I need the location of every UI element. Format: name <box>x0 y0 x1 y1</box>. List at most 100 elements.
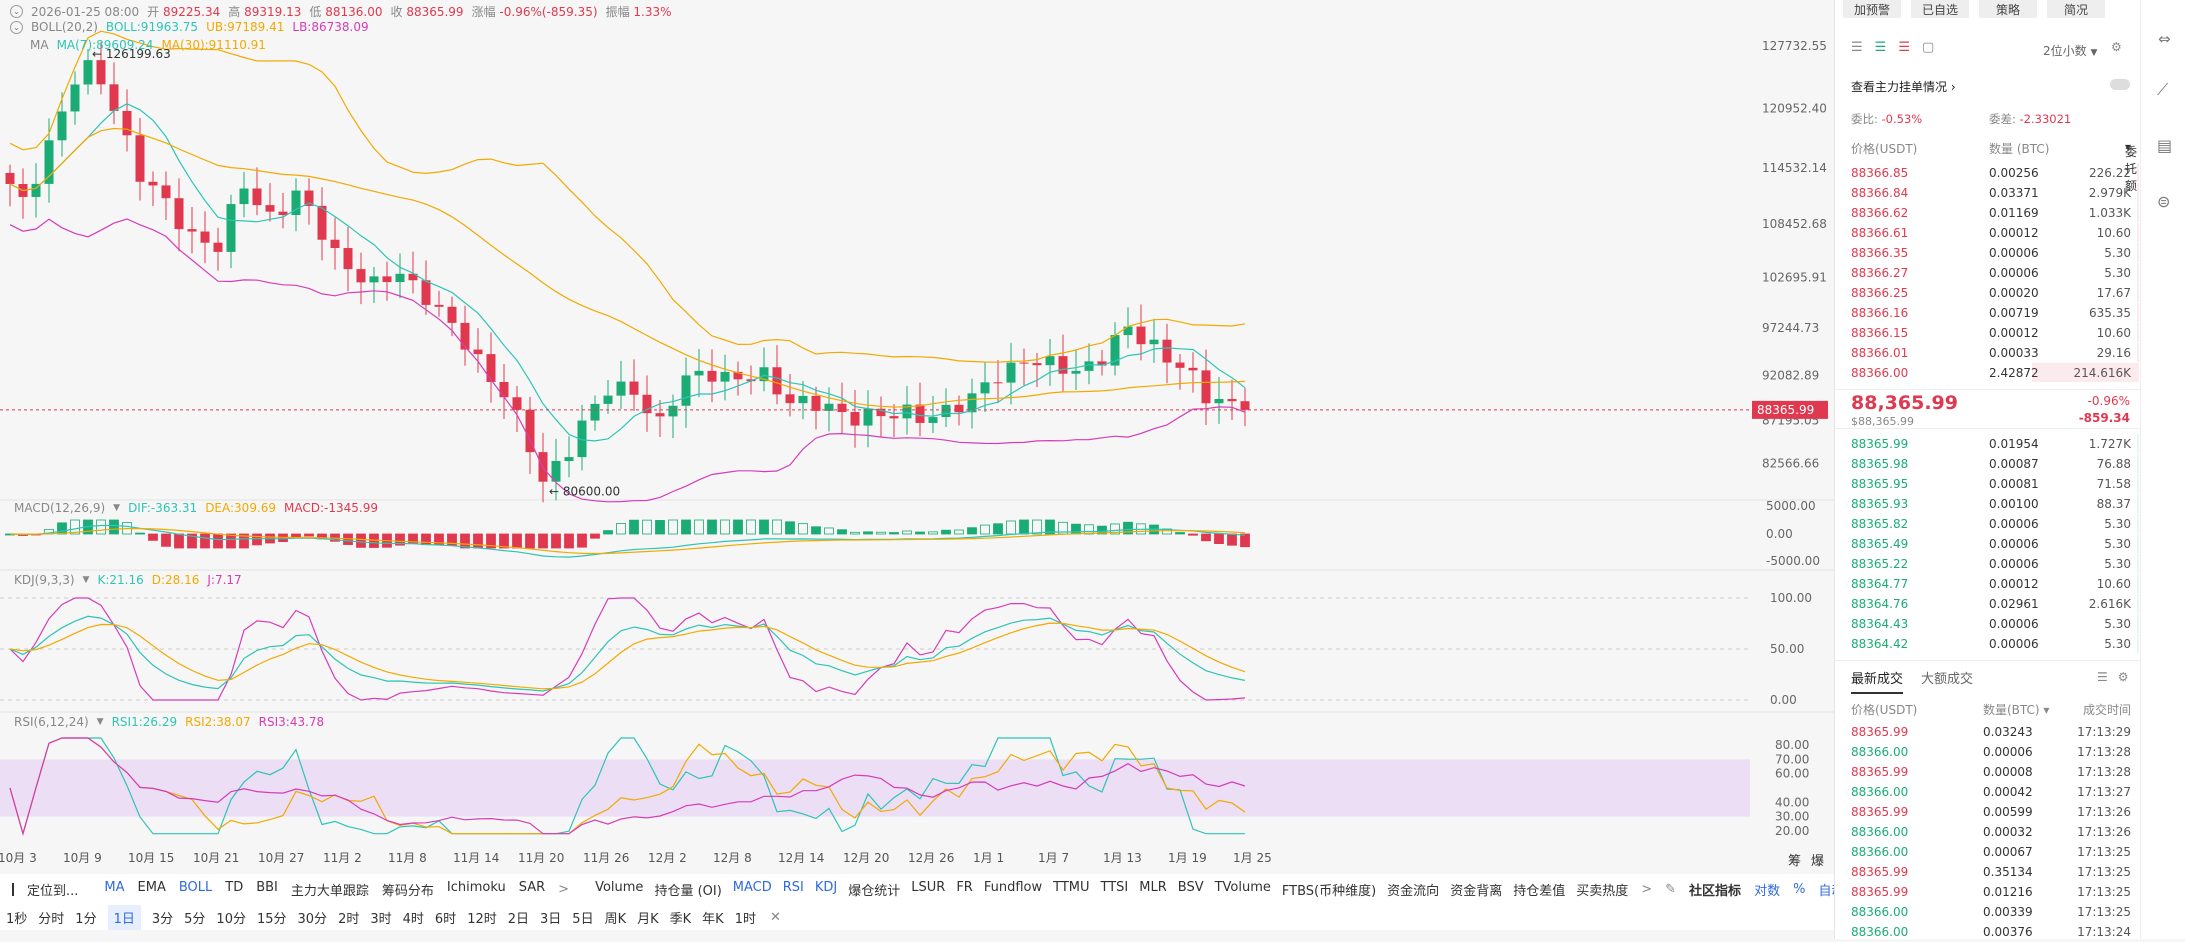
timeframe-19[interactable]: 季K <box>669 911 692 927</box>
bid-row[interactable]: 88364.42 0.00006 5.30 <box>1851 634 2139 654</box>
dropdown-icon[interactable]: ▼ <box>82 575 90 585</box>
locate-button[interactable]: 定位到... <box>27 883 79 899</box>
ask-row[interactable]: 88366.62 0.01169 1.033K <box>1851 203 2139 223</box>
bid-row[interactable]: 88365.93 0.00100 88.37 <box>1851 494 2139 514</box>
main-indicator-1[interactable]: EMA <box>137 879 166 895</box>
ask-row[interactable]: 88366.25 0.00020 17.67 <box>1851 283 2139 303</box>
macd-name[interactable]: MACD(12,26,9) <box>14 501 106 515</box>
main-indicator-3[interactable]: TD <box>225 879 244 895</box>
percent-scale-button[interactable]: % <box>1793 881 1806 897</box>
sub-indicator-12[interactable]: BSV <box>1177 879 1204 895</box>
ask-row[interactable]: 88366.16 0.00719 635.35 <box>1851 303 2139 323</box>
ask-row[interactable]: 88366.35 0.00006 5.30 <box>1851 243 2139 263</box>
timeframe-17[interactable]: 周K <box>604 911 627 927</box>
action-tab-3[interactable]: 简况 <box>2047 0 2105 18</box>
boll-name[interactable]: BOLL(20,2) <box>31 20 98 34</box>
timeframe-16[interactable]: 5日 <box>572 911 594 927</box>
bid-row[interactable]: 88365.99 0.01954 1.727K <box>1851 434 2139 454</box>
edit-icon[interactable]: ✎ <box>1665 881 1677 897</box>
timeframe-13[interactable]: 12时 <box>467 911 497 927</box>
sub-indicator-5[interactable]: 爆仓统计 <box>848 883 901 899</box>
depth-title-link[interactable]: 查看主力挂单情况 › <box>1851 80 1956 94</box>
main-indicator-2[interactable]: BOLL <box>178 879 213 895</box>
sub-indicator-0[interactable]: Volume <box>595 879 644 895</box>
action-tab-0[interactable]: 加预警 <box>1843 0 1901 18</box>
chart-area[interactable]: 127732.55 120952.40 114532.14 108452.68 1026… <box>0 0 1834 939</box>
ask-row[interactable]: 88366.61 0.00012 10.60 <box>1851 223 2139 243</box>
bid-row[interactable]: 88365.22 0.00006 5.30 <box>1851 554 2139 574</box>
sub-indicator-11[interactable]: MLR <box>1139 879 1167 895</box>
sub-indicator-9[interactable]: TTMU <box>1053 879 1090 895</box>
main-indicator-4[interactable]: BBI <box>256 879 278 895</box>
timeframe-18[interactable]: 月K <box>637 911 659 927</box>
sub-indicator-3[interactable]: RSI <box>782 879 804 895</box>
ask-row[interactable]: 88366.85 0.00256 226.22 <box>1851 163 2139 183</box>
ask-row[interactable]: 88366.15 0.00012 10.60 <box>1851 323 2139 343</box>
log-scale-button[interactable]: 对数 <box>1754 883 1781 899</box>
calculator-icon[interactable]: ⊜ <box>2157 192 2171 211</box>
kdj-name[interactable]: KDJ(9,3,3) <box>14 573 75 587</box>
sub-indicator-6[interactable]: LSUR <box>911 879 946 895</box>
timeframe-20[interactable]: 年K <box>702 911 724 927</box>
sub-indicator-4[interactable]: KDJ <box>814 879 838 895</box>
dropdown-icon[interactable]: ▼ <box>96 717 104 727</box>
bid-row[interactable]: 88364.43 0.00006 5.30 <box>1851 614 2139 634</box>
timeframe-12[interactable]: 6时 <box>434 911 457 927</box>
ask-row[interactable]: 88366.00 2.42872 214.616K <box>1851 363 2139 383</box>
bid-row[interactable]: 88365.49 0.00006 5.30 <box>1851 534 2139 554</box>
book-depth-icon[interactable]: ▢ <box>1921 40 1935 55</box>
timeframe-1[interactable]: 分时 <box>38 911 65 927</box>
book-both-icon[interactable]: ☰ <box>1851 40 1863 55</box>
panel-icon[interactable]: ▤ <box>2157 136 2173 155</box>
ask-row[interactable]: 88366.27 0.00006 5.30 <box>1851 263 2139 283</box>
main-indicator-6[interactable]: 筹码分布 <box>381 883 434 899</box>
bid-row[interactable]: 88365.82 0.00006 5.30 <box>1851 514 2139 534</box>
sub-indicator-15[interactable]: 资金流向 <box>1387 883 1440 899</box>
timeframe-14[interactable]: 2日 <box>507 911 530 927</box>
chip-button[interactable]: 筹 <box>1788 854 1802 869</box>
depth-toggle[interactable] <box>2110 79 2130 90</box>
timeframe-11[interactable]: 4时 <box>402 911 424 927</box>
timeframe-7[interactable]: 15分 <box>256 911 287 927</box>
timeframe-8[interactable]: 30分 <box>297 911 328 927</box>
sub-indicator-17[interactable]: 持仓差值 <box>1513 883 1566 899</box>
action-tab-1[interactable]: 已自选 <box>1911 0 1969 18</box>
timeframe-21[interactable]: 1时 <box>734 911 756 927</box>
sub-indicator-2[interactable]: MACD <box>732 879 772 895</box>
tab-large-trades[interactable]: 大额成交 <box>1921 672 1974 687</box>
timeframe-6[interactable]: 10分 <box>216 911 246 927</box>
timeframe-10[interactable]: 3时 <box>370 911 392 927</box>
main-indicator-5[interactable]: 主力大单跟踪 <box>290 883 369 899</box>
col-total-select[interactable]: 委托额 ▾ <box>2124 140 2137 193</box>
chevron-right-icon[interactable]: > <box>1641 881 1653 897</box>
filter-icon[interactable]: ☰ <box>2097 670 2108 684</box>
sub-indicator-14[interactable]: FTBS(币种维度) <box>1281 883 1377 899</box>
sub-indicator-16[interactable]: 资金背离 <box>1450 883 1503 899</box>
calendar-icon[interactable] <box>12 882 14 896</box>
trade-col-qty[interactable]: 数量(BTC) ▾ <box>1983 703 2050 717</box>
timeframe-3[interactable]: 1日 <box>107 904 141 930</box>
sub-indicator-13[interactable]: TVolume <box>1214 879 1271 895</box>
bid-row[interactable]: 88365.98 0.00087 76.88 <box>1851 454 2139 474</box>
community-indicators-button[interactable]: 社区指标 <box>1689 883 1742 899</box>
timeframe-15[interactable]: 3日 <box>540 911 562 927</box>
burst-button[interactable]: 爆 <box>1811 854 1825 869</box>
timeframe-5[interactable]: 5分 <box>184 911 206 927</box>
action-tab-2[interactable]: 策略 <box>1979 0 2037 18</box>
book-bids-icon[interactable]: ☰ <box>1874 40 1887 55</box>
bid-row[interactable]: 88364.77 0.00012 10.60 <box>1851 574 2139 594</box>
book-asks-icon[interactable]: ☰ <box>1898 40 1910 55</box>
settings-icon[interactable]: ⚙ <box>2111 40 2122 54</box>
main-indicator-0[interactable]: MA <box>104 879 125 895</box>
bid-row[interactable]: 88364.76 0.02961 2.616K <box>1851 594 2139 614</box>
collapse-icon[interactable]: ⌄ <box>10 5 23 18</box>
timeframe-4[interactable]: 3分 <box>151 911 174 927</box>
collapse-icon[interactable]: ⌄ <box>10 20 23 34</box>
sub-indicator-7[interactable]: FR <box>956 879 973 895</box>
sub-indicator-8[interactable]: Fundflow <box>983 879 1043 895</box>
timeframe-9[interactable]: 2时 <box>338 911 360 927</box>
ask-row[interactable]: 88366.84 0.03371 2.979K <box>1851 183 2139 203</box>
sub-indicator-10[interactable]: TTSI <box>1100 879 1129 895</box>
dropdown-icon[interactable]: ▼ <box>113 503 121 513</box>
timeframe-0[interactable]: 1秒 <box>6 911 28 927</box>
